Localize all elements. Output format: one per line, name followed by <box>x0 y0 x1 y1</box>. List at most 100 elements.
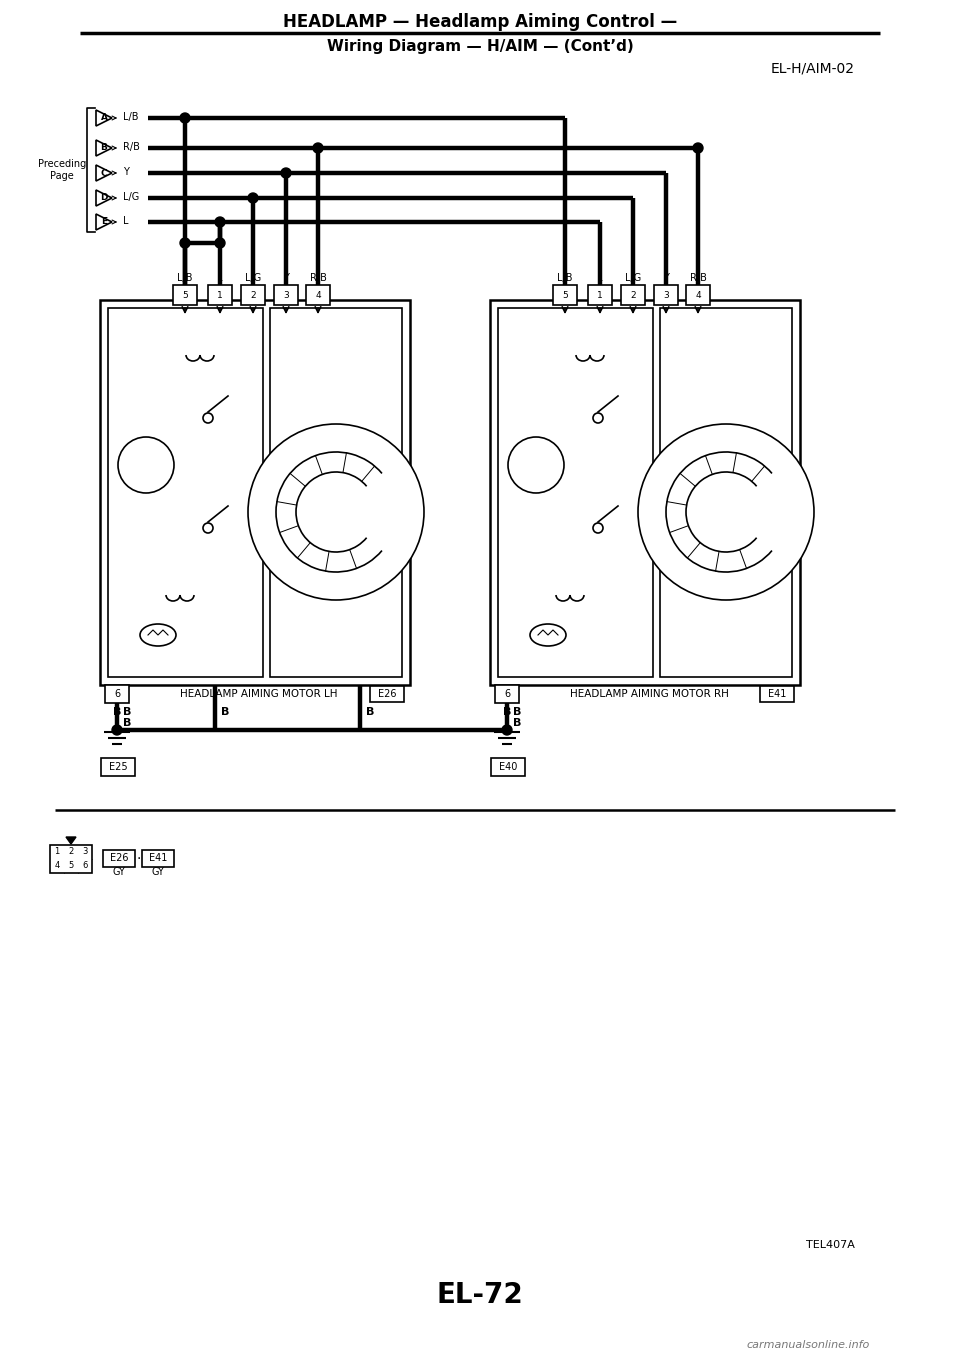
Text: 6: 6 <box>114 689 120 699</box>
Text: 4: 4 <box>695 291 701 300</box>
Text: B: B <box>123 718 132 728</box>
Text: B: B <box>221 708 229 717</box>
Text: E26: E26 <box>109 853 129 862</box>
Text: 2: 2 <box>630 291 636 300</box>
Text: 5: 5 <box>182 291 188 300</box>
Text: 1: 1 <box>217 291 223 300</box>
Text: E25: E25 <box>108 762 128 771</box>
Text: 4: 4 <box>55 861 60 870</box>
Text: 2: 2 <box>68 847 74 857</box>
Text: R/B: R/B <box>123 143 140 152</box>
Text: 6: 6 <box>83 861 87 870</box>
Bar <box>495 684 519 703</box>
Text: GY: GY <box>112 866 126 877</box>
Bar <box>490 300 800 684</box>
Text: L/G: L/G <box>245 273 261 282</box>
Text: M: M <box>527 456 545 474</box>
Text: 1: 1 <box>597 291 603 300</box>
Text: L/B: L/B <box>178 273 193 282</box>
Bar <box>370 686 404 702</box>
Circle shape <box>638 424 814 600</box>
Text: EL-72: EL-72 <box>437 1281 523 1309</box>
Text: Y: Y <box>123 167 129 177</box>
Text: D: D <box>100 193 108 202</box>
Text: Preceding
Page: Preceding Page <box>37 159 86 181</box>
Ellipse shape <box>140 623 176 646</box>
Text: B: B <box>113 708 121 717</box>
Bar <box>50 845 92 873</box>
Text: E41: E41 <box>768 689 786 699</box>
Bar <box>100 300 410 684</box>
Text: L: L <box>123 216 129 225</box>
Text: E41: E41 <box>149 853 167 862</box>
Text: E: E <box>101 217 108 227</box>
Bar <box>621 285 645 306</box>
Bar <box>101 758 135 775</box>
Text: 6: 6 <box>504 689 510 699</box>
Text: L: L <box>217 273 223 282</box>
Text: EL-H/AIM-02: EL-H/AIM-02 <box>771 61 855 75</box>
Text: 5: 5 <box>68 861 74 870</box>
Text: R/B: R/B <box>689 273 707 282</box>
Text: L/G: L/G <box>625 273 641 282</box>
Text: HEADLAMP AIMING MOTOR RH: HEADLAMP AIMING MOTOR RH <box>570 689 729 699</box>
Text: Wiring Diagram — H/AIM — (Cont’d): Wiring Diagram — H/AIM — (Cont’d) <box>326 39 634 54</box>
Circle shape <box>508 437 564 493</box>
Bar <box>760 686 794 702</box>
Text: E26: E26 <box>377 689 396 699</box>
Circle shape <box>281 168 291 178</box>
Circle shape <box>215 238 225 249</box>
Polygon shape <box>66 837 76 845</box>
Text: C: C <box>101 168 108 178</box>
Text: 3: 3 <box>283 291 289 300</box>
Bar <box>654 285 678 306</box>
Text: TEL407A: TEL407A <box>806 1240 855 1249</box>
Text: 3: 3 <box>663 291 669 300</box>
Bar <box>686 285 710 306</box>
Text: L/B: L/B <box>557 273 573 282</box>
Bar <box>173 285 197 306</box>
Circle shape <box>215 217 225 227</box>
Text: 3: 3 <box>83 847 87 857</box>
Circle shape <box>593 413 603 422</box>
Bar <box>498 308 653 678</box>
Text: ·: · <box>137 851 141 866</box>
Text: B: B <box>513 708 521 717</box>
Circle shape <box>203 523 213 532</box>
Text: B: B <box>503 708 511 717</box>
Bar <box>306 285 330 306</box>
Text: HEADLAMP — Headlamp Aiming Control —: HEADLAMP — Headlamp Aiming Control — <box>283 14 677 31</box>
Bar <box>142 850 174 866</box>
Text: A: A <box>101 114 108 122</box>
Ellipse shape <box>530 623 566 646</box>
Text: B: B <box>513 718 521 728</box>
Bar <box>108 308 263 678</box>
Bar <box>553 285 577 306</box>
Text: 1: 1 <box>55 847 60 857</box>
Text: Y: Y <box>283 273 289 282</box>
Text: L/B: L/B <box>123 111 138 122</box>
Text: 4: 4 <box>315 291 321 300</box>
Text: M: M <box>137 456 155 474</box>
Text: Y: Y <box>663 273 669 282</box>
Bar <box>274 285 298 306</box>
Circle shape <box>118 437 174 493</box>
Circle shape <box>313 143 323 153</box>
Bar <box>105 684 129 703</box>
Bar <box>103 850 135 866</box>
Bar <box>208 285 232 306</box>
Text: 2: 2 <box>251 291 255 300</box>
Text: B: B <box>101 144 108 152</box>
Text: E40: E40 <box>499 762 517 771</box>
Bar <box>241 285 265 306</box>
Text: B: B <box>366 708 374 717</box>
Bar <box>660 308 792 678</box>
Bar <box>270 308 402 678</box>
Circle shape <box>248 193 258 202</box>
Circle shape <box>180 113 190 124</box>
Text: 5: 5 <box>563 291 568 300</box>
Circle shape <box>248 424 424 600</box>
Text: B: B <box>123 708 132 717</box>
Bar <box>588 285 612 306</box>
Text: GY: GY <box>152 866 164 877</box>
